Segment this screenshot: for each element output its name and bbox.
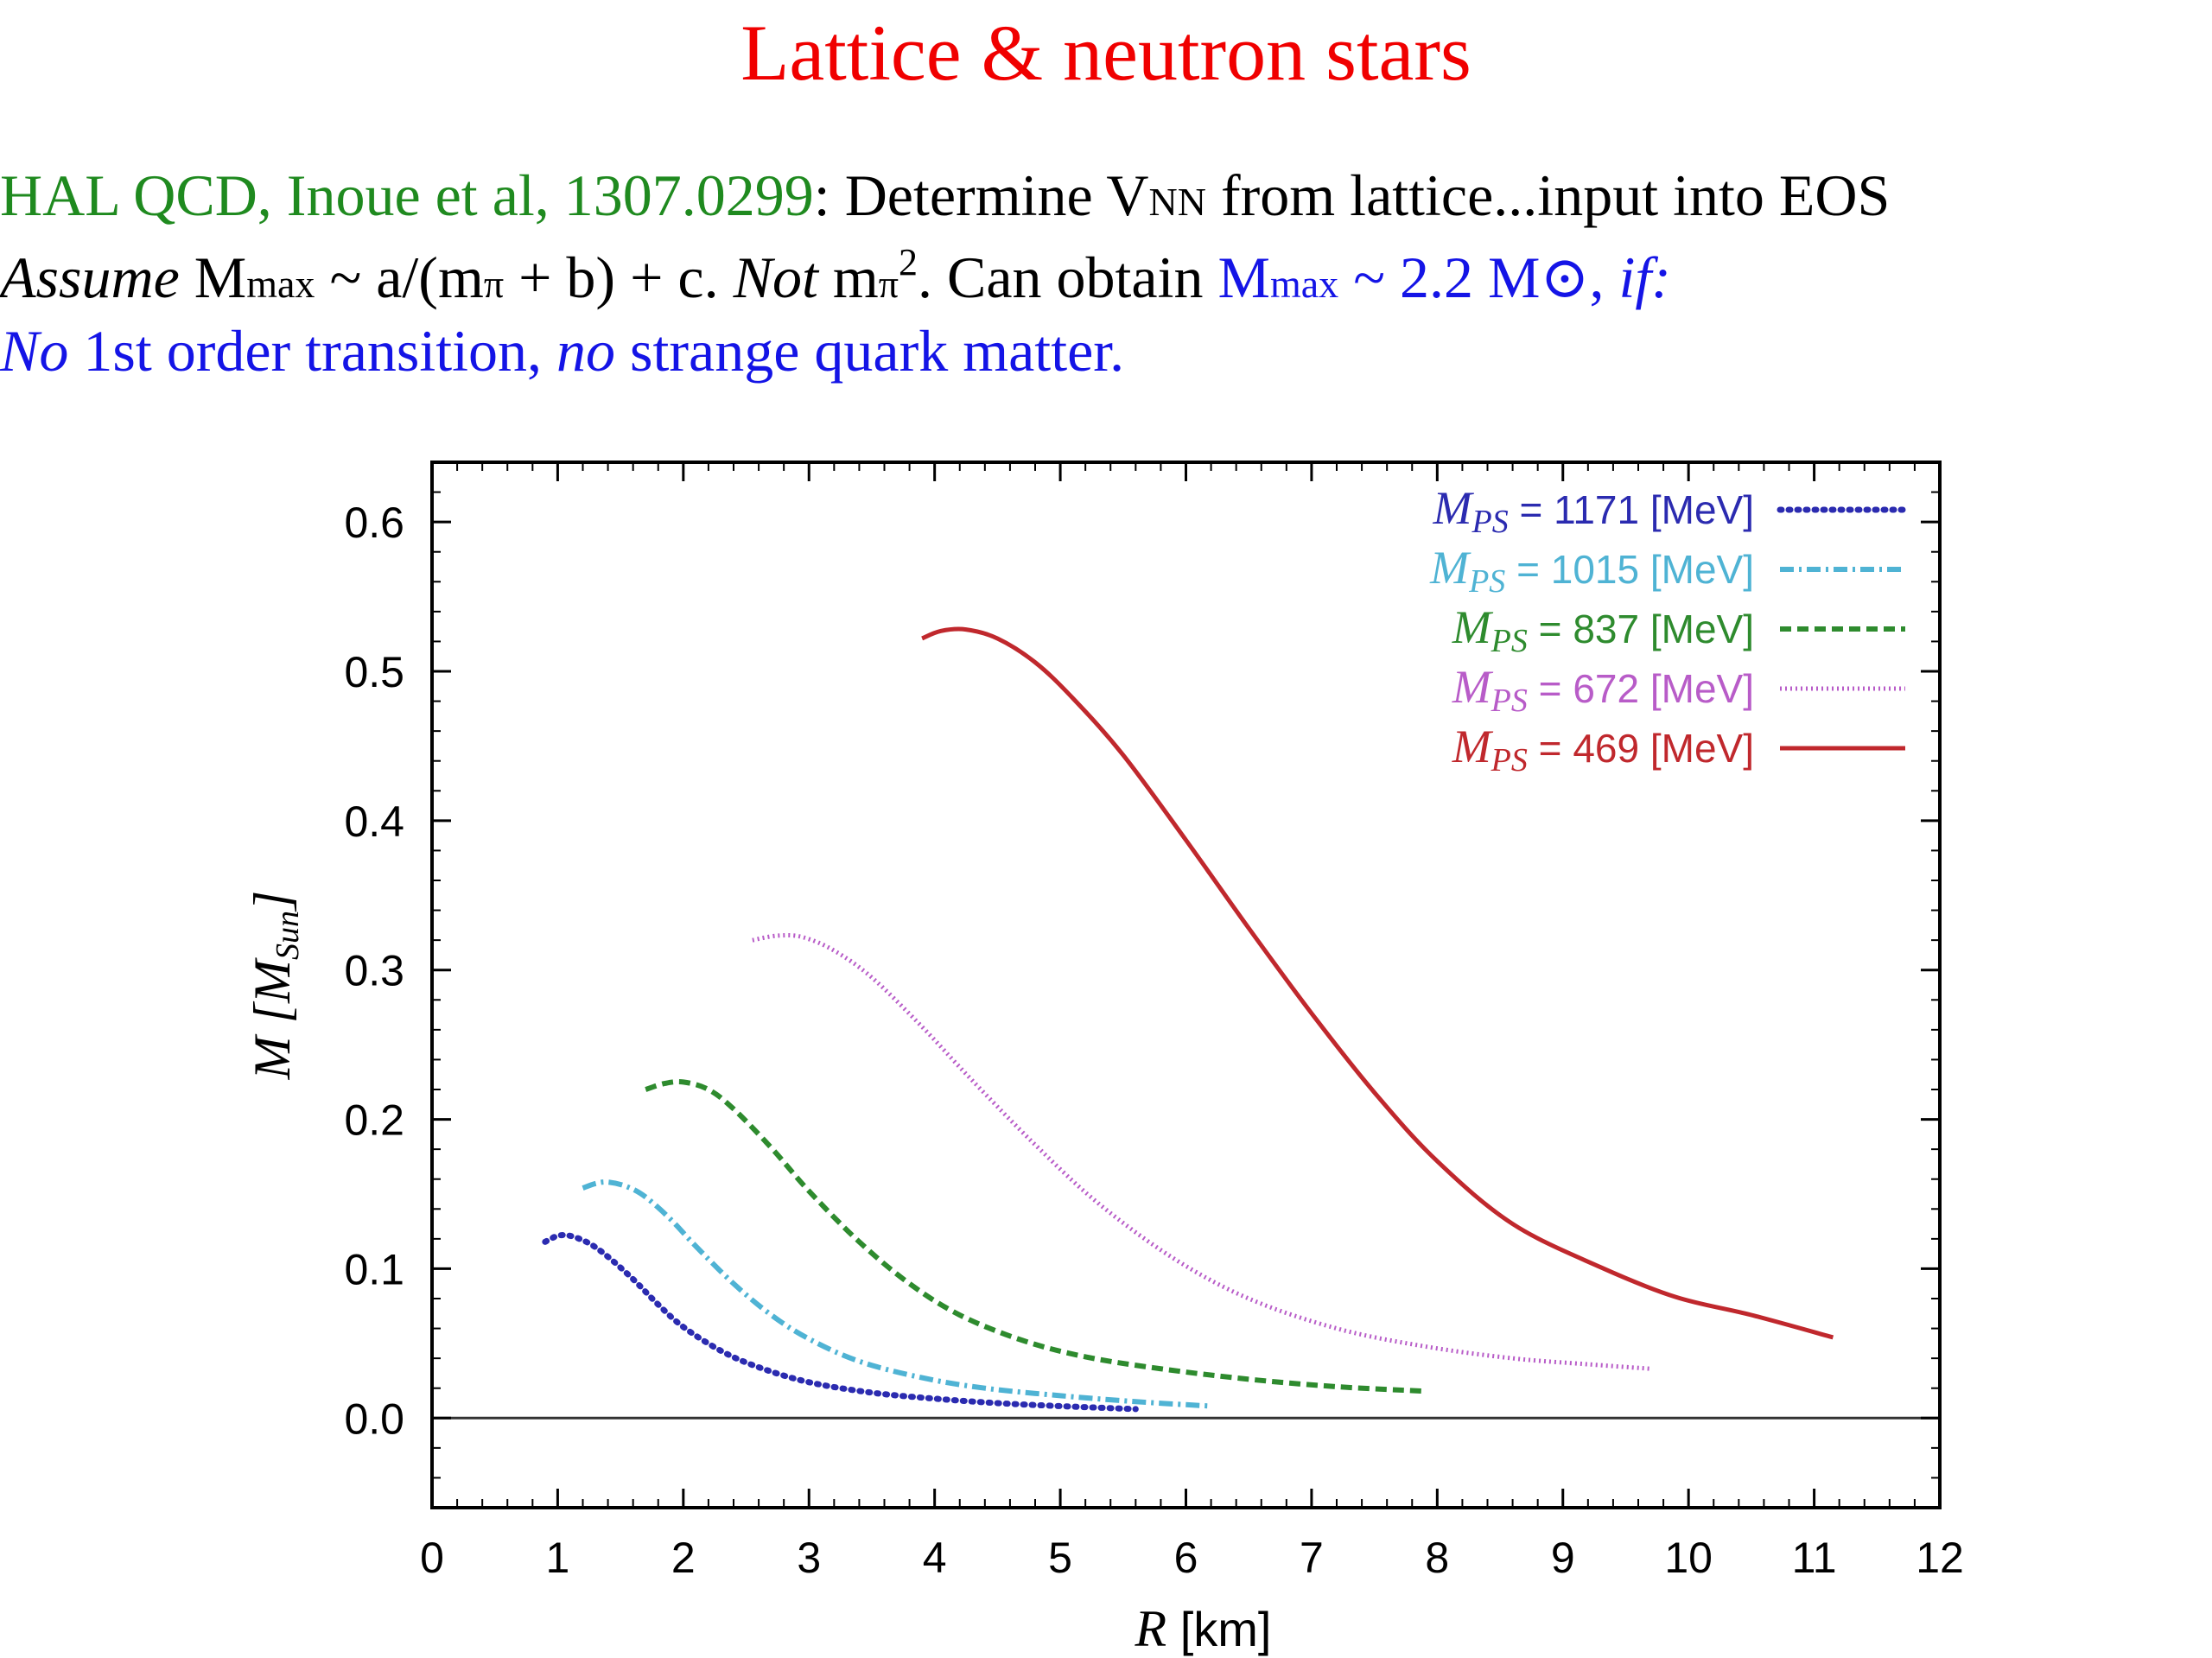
- legend: MPS = 1171 [MeV]MPS = 1015 [MeV]MPS = 83…: [1429, 482, 1909, 778]
- y-tick-label: 0.3: [344, 947, 404, 995]
- x-tick-label: 0: [420, 1534, 444, 1582]
- x-tick-label: 2: [671, 1534, 696, 1582]
- y-axis-label: M [MSun]: [244, 891, 306, 1081]
- condition-1: 1st order transition,: [68, 318, 557, 384]
- assume-word: Assume: [0, 245, 180, 310]
- line1-text: Determine V: [830, 162, 1149, 228]
- paper-reference: HAL QCD, Inoue et al, 1307.0299: [0, 162, 814, 228]
- x-tick-label: 6: [1174, 1534, 1198, 1582]
- if-word: if:: [1604, 245, 1671, 310]
- condition-2: strange quark matter.: [615, 318, 1125, 384]
- series-layer: [542, 626, 1834, 1413]
- x-tick-label: 10: [1664, 1534, 1713, 1582]
- line1-text-end: from lattice...input into EOS: [1206, 162, 1891, 228]
- subscript-pi: π: [483, 262, 505, 306]
- superscript-2: 2: [899, 241, 918, 283]
- series-line-4: [752, 932, 1651, 1371]
- y-tick-label: 0.4: [344, 797, 404, 846]
- x-tick-label: 11: [1792, 1534, 1837, 1582]
- y-tick-label: 0.1: [344, 1245, 404, 1293]
- legend-entry-label: MPS = 1171 [MeV]: [1433, 482, 1754, 540]
- x-tick-label: 4: [923, 1534, 947, 1582]
- text-line-assumption: Assume Mmax ~ a/(mπ + b) + c. Not mπ2. C…: [0, 241, 1671, 310]
- series-line-1: [542, 1231, 1139, 1413]
- mmax-value: ~ 2.2 M: [1338, 245, 1541, 310]
- x-tick-label: 8: [1425, 1534, 1449, 1582]
- comma: ,: [1589, 245, 1605, 310]
- formula-part-2: + b) + c.: [504, 245, 734, 310]
- subscript-max-2: max: [1269, 262, 1339, 306]
- y-tick-label: 0.0: [344, 1394, 404, 1443]
- can-obtain-text: . Can obtain: [918, 245, 1218, 310]
- x-tick-label: 1: [546, 1534, 570, 1582]
- y-tick-label: 0.6: [344, 499, 404, 547]
- subscript-pi-2: π: [878, 262, 899, 306]
- x-tick-label: 7: [1300, 1534, 1324, 1582]
- subscript-max: max: [246, 262, 315, 306]
- series-line-2: [582, 1179, 1211, 1409]
- axes-frame: [430, 461, 1942, 1509]
- formula-part: ~ a/(m: [315, 245, 484, 310]
- slide-title: Lattice & neutron stars: [741, 9, 1471, 97]
- legend-entry-label: MPS = 672 [MeV]: [1452, 661, 1754, 719]
- x-tick-label: 3: [797, 1534, 821, 1582]
- y-tick-label: 0.5: [344, 648, 404, 696]
- x-tick-label: 5: [1048, 1534, 1072, 1582]
- text-line-reference: HAL QCD, Inoue et al, 1307.0299: Determi…: [0, 166, 1890, 225]
- mmax-result-symbol: M: [1217, 245, 1270, 310]
- axis-labels: 0 1 2 3 4 5 6 7 8 9 10 11 120.00.10.20.30.40.50.6R […: [244, 499, 1964, 1657]
- legend-entry-label: MPS = 1015 [MeV]: [1429, 542, 1754, 600]
- no-word-2: no: [556, 318, 616, 384]
- series-line-3: [645, 1078, 1425, 1394]
- text-line-conditions: No 1st order transition, no strange quar…: [0, 321, 1124, 380]
- subscript-nn: NN: [1148, 180, 1206, 224]
- y-tick-label: 0.2: [344, 1096, 404, 1145]
- x-axis-label: R [km]: [1135, 1600, 1272, 1657]
- x-tick-label: 12: [1916, 1534, 1964, 1582]
- solar-mass-symbol: ⊙: [1540, 245, 1590, 310]
- no-word-1: No: [0, 318, 69, 384]
- colon: :: [813, 162, 830, 228]
- mmax-symbol: M: [179, 245, 247, 310]
- series-line-5: [921, 626, 1834, 1340]
- plot-frame: [430, 461, 1942, 1509]
- m-pi-symbol: m: [817, 245, 879, 310]
- legend-entry-label: MPS = 837 [MeV]: [1452, 601, 1754, 659]
- x-tick-label: 9: [1551, 1534, 1575, 1582]
- legend-entry-label: MPS = 469 [MeV]: [1452, 721, 1754, 778]
- not-word: Not: [733, 245, 818, 310]
